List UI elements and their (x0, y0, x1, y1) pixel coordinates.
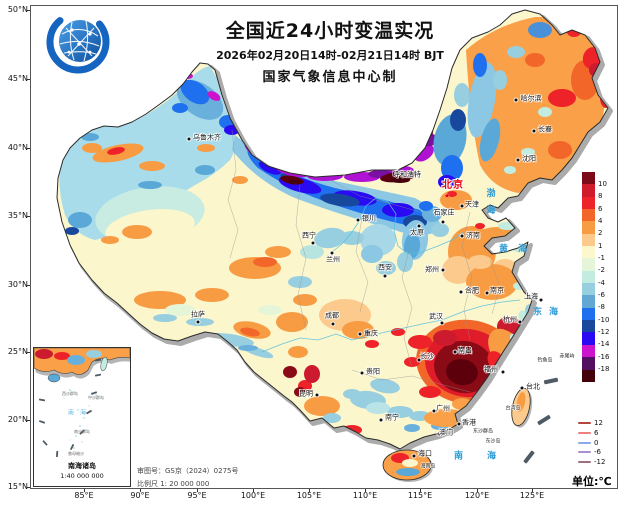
legend-band (582, 221, 595, 234)
lat-label: 45°N (7, 74, 28, 83)
lat-label: 30°N (7, 280, 28, 289)
taiwan-island (511, 387, 533, 428)
lon-tick (532, 489, 533, 492)
map-title: 全国近24小时变温实况 (225, 20, 435, 42)
lon-label: 85°E (74, 491, 94, 500)
nine-dash-line-segments (523, 377, 559, 464)
china-temperature-map (56, 9, 613, 482)
lon-tick (84, 489, 85, 492)
lon-label: 120°E (464, 491, 490, 500)
lon-label: 100°E (240, 491, 266, 500)
lat-label: 15°N (7, 482, 28, 491)
lon-tick (197, 489, 198, 492)
inset-sea-label: 南海 (67, 409, 93, 417)
inset-island-label: 中沙群岛 (88, 395, 104, 400)
inset-map-canvas (34, 348, 130, 458)
legend-band (582, 209, 595, 222)
lon-label: 125°E (519, 491, 545, 500)
legend-band (582, 172, 595, 185)
legend-band (582, 369, 595, 382)
inset-caption: 南海诸岛 (68, 462, 96, 470)
lon-tick (365, 489, 366, 492)
legend-band (582, 184, 595, 197)
lon-tick (140, 489, 141, 492)
legend-band (582, 332, 595, 345)
lat-label: 25°N (7, 347, 28, 356)
south-china-sea-inset: 南海诸岛 1:40 000 000 南海 西沙群岛中沙群岛南沙群岛曾母暗沙 (33, 347, 131, 487)
lon-label: 95°E (187, 491, 207, 500)
inset-island-label: 曾母暗沙 (68, 451, 84, 456)
legend-band (582, 246, 595, 259)
lat-label: 50°N (7, 5, 28, 14)
temperature-field (57, 10, 608, 449)
legend-band (582, 196, 595, 210)
legend-band (582, 357, 595, 370)
lon-label: 90°E (130, 491, 150, 500)
inset-island-label: 南沙群岛 (74, 429, 90, 434)
map-scale-text: 比例尺 1: 20 000 000 (137, 480, 210, 488)
legend-band (582, 258, 595, 271)
legend-band (582, 307, 595, 321)
legend-band (582, 270, 595, 284)
inset-island-label: 西沙群岛 (62, 391, 78, 396)
lon-label: 110°E (352, 491, 378, 500)
hainan-island (382, 449, 433, 482)
lon-label: 105°E (296, 491, 322, 500)
legend-band (582, 233, 595, 247)
lon-label: 115°E (407, 491, 433, 500)
lat-label: 20°N (7, 415, 28, 424)
lat-label: 40°N (7, 143, 28, 152)
lat-label: 35°N (7, 211, 28, 220)
unit-label: 单位:℃ (572, 475, 612, 488)
lon-tick (253, 489, 254, 492)
nmic-logo (46, 17, 110, 74)
inset-scale: 1:40 000 000 (60, 472, 104, 480)
china-outline (56, 9, 609, 450)
inset-nine-dash (38, 358, 102, 458)
lon-tick (477, 489, 478, 492)
province-borders (227, 129, 501, 393)
color-scale-legend (582, 172, 595, 382)
legend-band (582, 320, 595, 333)
producer: 国家气象信息中心制 (262, 70, 398, 85)
date-range: 2026年02月20日14时-02月21日14时 BJT (216, 49, 444, 62)
legend-band (582, 283, 595, 296)
lon-tick (309, 489, 310, 492)
river-lines (261, 197, 521, 353)
lon-tick (420, 489, 421, 492)
legend-band (582, 344, 595, 358)
title-block: 全国近24小时变温实况 2026年02月20日14时-02月21日14时 BJT… (170, 16, 490, 85)
approval-number: 审图号：GS京（2024）0275号 (137, 467, 239, 475)
legend-band (582, 295, 595, 308)
